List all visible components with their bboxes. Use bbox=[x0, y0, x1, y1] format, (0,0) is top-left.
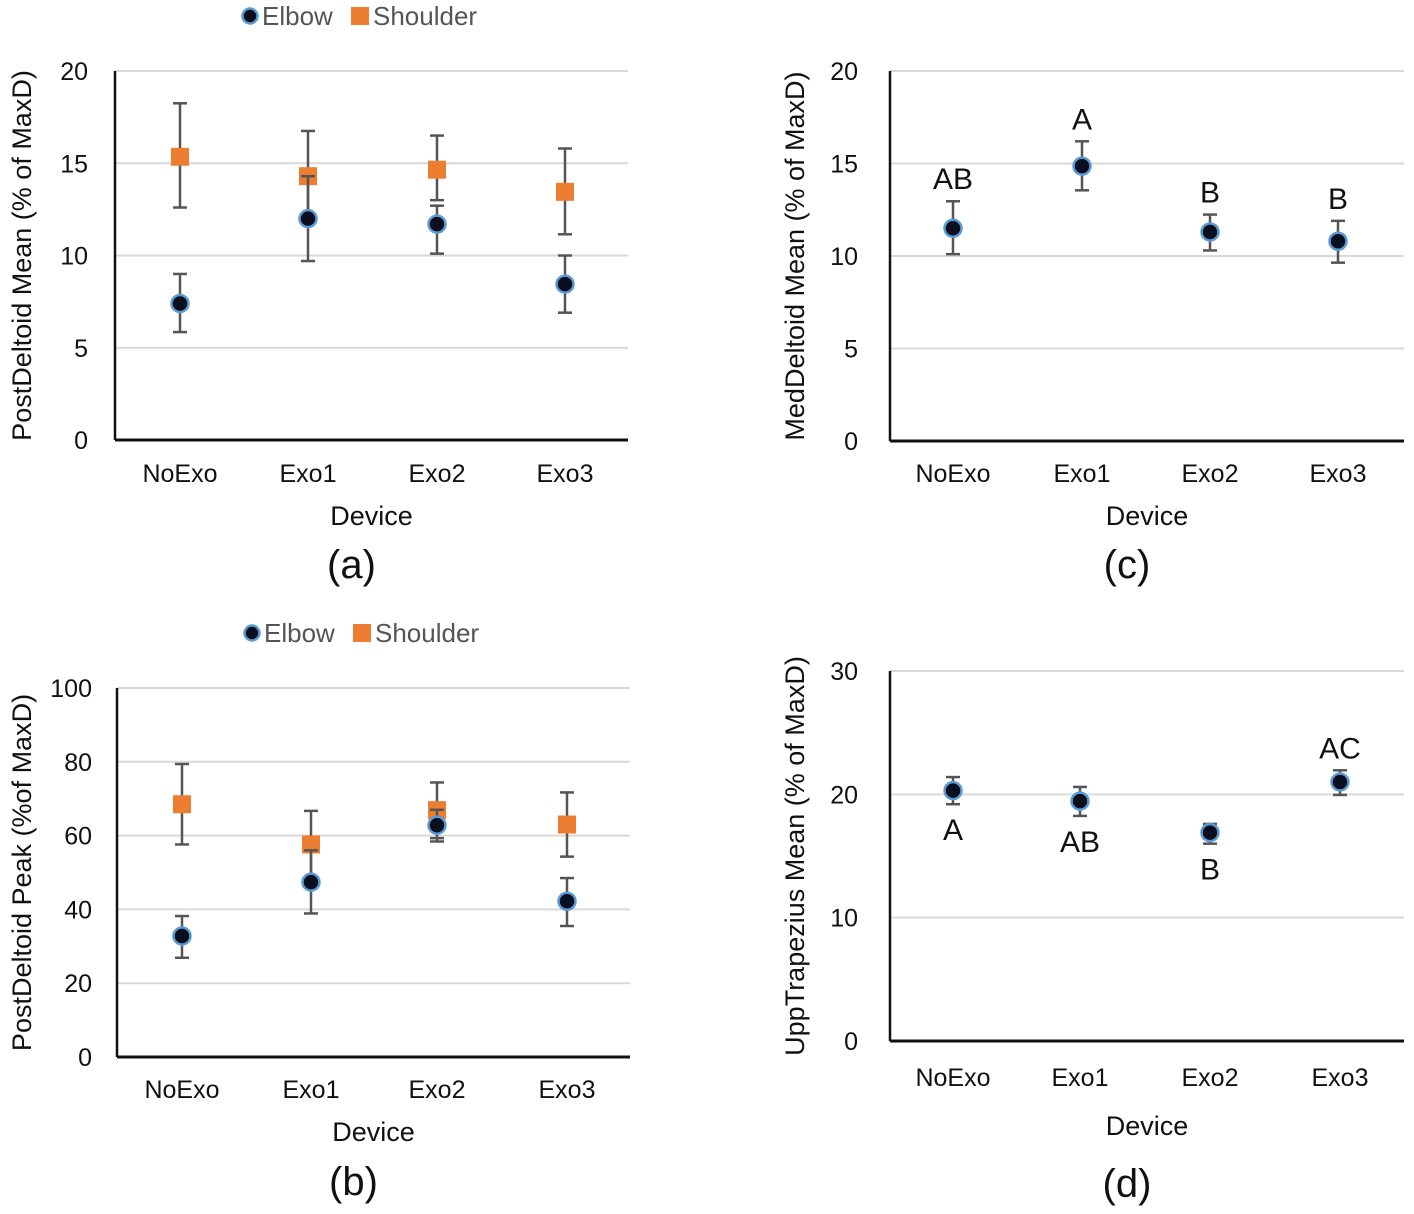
data-point-circle bbox=[1070, 791, 1090, 811]
y-tick-label: 20 bbox=[60, 58, 88, 86]
x-tick-label: Exo2 bbox=[409, 460, 466, 488]
x-tick-label: Exo1 bbox=[280, 460, 337, 488]
x-tick-label: Exo3 bbox=[539, 1076, 596, 1104]
y-tick-label: 10 bbox=[830, 243, 858, 271]
y-tick-label: 20 bbox=[830, 58, 858, 86]
x-axis-label: Device bbox=[1106, 501, 1189, 531]
x-tick-label: NoExo bbox=[915, 460, 990, 488]
x-tick-label: Exo1 bbox=[1054, 460, 1111, 488]
panel-caption: (c) bbox=[1104, 543, 1151, 587]
y-tick-label: 10 bbox=[830, 905, 858, 933]
data-point-square bbox=[173, 795, 191, 814]
y-tick-label: 15 bbox=[60, 150, 88, 178]
x-tick-label: Exo3 bbox=[1310, 460, 1367, 488]
data-point-circle bbox=[170, 293, 190, 314]
data-point-square bbox=[428, 160, 446, 179]
legend-label: Elbow bbox=[262, 1, 333, 31]
y-axis-label: UppTrapezius Mean (% of MaxD) bbox=[780, 656, 810, 1056]
data-point-circle bbox=[1200, 222, 1220, 242]
y-tick-label: 100 bbox=[50, 675, 92, 703]
x-axis-label: Device bbox=[332, 1117, 415, 1147]
significance-label: AB bbox=[1060, 826, 1100, 859]
data-point-circle bbox=[298, 208, 318, 229]
data-point-circle bbox=[427, 214, 447, 234]
panel-c: 0 5 10 15 20 NoExo Exo1 Exo2 Exo3 Device MedDeltoi… bbox=[780, 58, 1404, 587]
x-tick-label: Exo1 bbox=[283, 1076, 340, 1104]
legend-square-icon bbox=[351, 7, 369, 25]
y-axis-label: MedDeltoid Mean (% of MaxD) bbox=[780, 71, 810, 440]
x-axis-label: Device bbox=[330, 501, 413, 531]
x-axis-label: Device bbox=[1106, 1111, 1189, 1141]
data-point-circle bbox=[301, 872, 321, 892]
x-tick-label: NoExo bbox=[144, 1076, 219, 1104]
y-tick-label: 80 bbox=[64, 749, 92, 777]
series-elbow bbox=[172, 808, 577, 959]
legend: Elbow Shoulder bbox=[243, 618, 479, 648]
legend-circle-icon bbox=[243, 624, 261, 642]
panel-caption: (b) bbox=[329, 1160, 378, 1204]
legend-label: Shoulder bbox=[375, 618, 479, 648]
significance-label: A bbox=[943, 814, 963, 847]
series-upptrapezius bbox=[943, 769, 1350, 845]
y-tick-label: 10 bbox=[60, 243, 88, 271]
data-point-circle bbox=[172, 926, 192, 946]
significance-label: AC bbox=[1319, 732, 1361, 765]
y-axis-label: PostDeltoid Peak (%of MaxD) bbox=[7, 694, 37, 1051]
data-point-square bbox=[171, 147, 189, 166]
y-tick-label: 20 bbox=[830, 781, 858, 809]
data-point-circle bbox=[943, 218, 963, 238]
significance-label: B bbox=[1200, 854, 1220, 887]
y-tick-label: 20 bbox=[64, 970, 92, 998]
data-point-circle bbox=[943, 780, 963, 801]
x-tick-label: NoExo bbox=[142, 460, 217, 488]
data-point-circle bbox=[1072, 156, 1092, 176]
significance-label: B bbox=[1328, 183, 1348, 216]
y-tick-label: 60 bbox=[64, 823, 92, 851]
y-tick-label: 15 bbox=[830, 151, 858, 179]
y-tick-label: 0 bbox=[74, 427, 88, 455]
data-point-square bbox=[302, 835, 320, 854]
significance-label: A bbox=[1072, 103, 1092, 136]
x-tick-label: Exo1 bbox=[1052, 1064, 1109, 1092]
data-point-circle bbox=[1330, 772, 1350, 792]
x-tick-label: Exo3 bbox=[537, 460, 594, 488]
data-point-square bbox=[558, 815, 576, 834]
legend-label: Elbow bbox=[264, 618, 335, 648]
panel-caption: (a) bbox=[327, 543, 376, 587]
y-tick-label: 30 bbox=[830, 658, 858, 686]
y-tick-label: 0 bbox=[78, 1044, 92, 1072]
legend: Elbow Shoulder bbox=[241, 1, 477, 31]
y-axis-label: PostDeltoid Mean (% of MaxD) bbox=[7, 70, 37, 441]
significance-label: AB bbox=[933, 163, 973, 196]
y-tick-label: 5 bbox=[74, 335, 88, 363]
y-tick-label: 0 bbox=[844, 1028, 858, 1056]
y-tick-label: 5 bbox=[844, 336, 858, 364]
legend-circle-icon bbox=[241, 7, 259, 25]
legend-label: Shoulder bbox=[373, 1, 477, 31]
legend-square-icon bbox=[353, 624, 371, 642]
x-tick-label: Exo2 bbox=[1182, 460, 1239, 488]
y-tick-label: 0 bbox=[844, 428, 858, 456]
series-shoulder bbox=[173, 762, 576, 880]
series-meddeltoid bbox=[943, 140, 1348, 264]
panel-caption: (d) bbox=[1103, 1162, 1152, 1206]
data-point-circle bbox=[427, 815, 447, 836]
x-tick-label: NoExo bbox=[915, 1064, 990, 1092]
data-point-circle bbox=[1200, 822, 1220, 843]
y-tick-label: 40 bbox=[64, 896, 92, 924]
x-tick-label: Exo2 bbox=[1182, 1064, 1239, 1092]
panel-d: 0 10 20 30 NoExo Exo1 Exo2 Exo3 Device UppTrapezi… bbox=[780, 656, 1404, 1206]
series-elbow bbox=[170, 174, 575, 334]
x-tick-label: Exo2 bbox=[409, 1076, 466, 1104]
series-shoulder bbox=[171, 102, 574, 236]
data-point-circle bbox=[555, 274, 575, 294]
panel-b: 0 20 40 60 80 100 NoExo Exo1 Exo2 Exo3 Device PostD… bbox=[7, 618, 630, 1204]
data-point-square bbox=[556, 182, 574, 201]
data-point-circle bbox=[557, 891, 577, 912]
panel-a: 0 5 10 15 20 NoExo Exo1 Exo2 Exo3 Device PostDelto… bbox=[7, 1, 628, 587]
significance-label: B bbox=[1200, 177, 1220, 210]
data-point-circle bbox=[1328, 231, 1348, 251]
x-tick-label: Exo3 bbox=[1312, 1064, 1369, 1092]
